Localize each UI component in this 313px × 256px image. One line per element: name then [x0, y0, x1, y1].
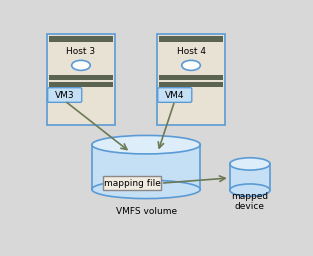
FancyBboxPatch shape: [48, 88, 82, 102]
Text: VM4: VM4: [165, 91, 184, 100]
Text: VM3: VM3: [55, 91, 74, 100]
Text: Host 4: Host 4: [177, 47, 206, 56]
Bar: [230, 164, 270, 190]
Ellipse shape: [230, 184, 270, 196]
Bar: [159, 75, 223, 80]
Bar: [92, 145, 200, 189]
Ellipse shape: [182, 60, 200, 70]
FancyBboxPatch shape: [158, 88, 192, 102]
Bar: [49, 36, 113, 41]
Text: mapped
device: mapped device: [231, 192, 269, 211]
Text: mapping file: mapping file: [104, 179, 161, 188]
Text: VMFS volume: VMFS volume: [115, 207, 177, 216]
Bar: [47, 34, 115, 125]
Bar: [104, 176, 161, 190]
Text: Host 3: Host 3: [66, 47, 95, 56]
Bar: [49, 75, 113, 80]
Bar: [157, 34, 225, 125]
Ellipse shape: [92, 135, 200, 154]
Ellipse shape: [92, 180, 200, 199]
Ellipse shape: [230, 158, 270, 170]
Bar: [49, 82, 113, 87]
Bar: [159, 82, 223, 87]
Bar: [159, 36, 223, 41]
Ellipse shape: [72, 60, 90, 70]
